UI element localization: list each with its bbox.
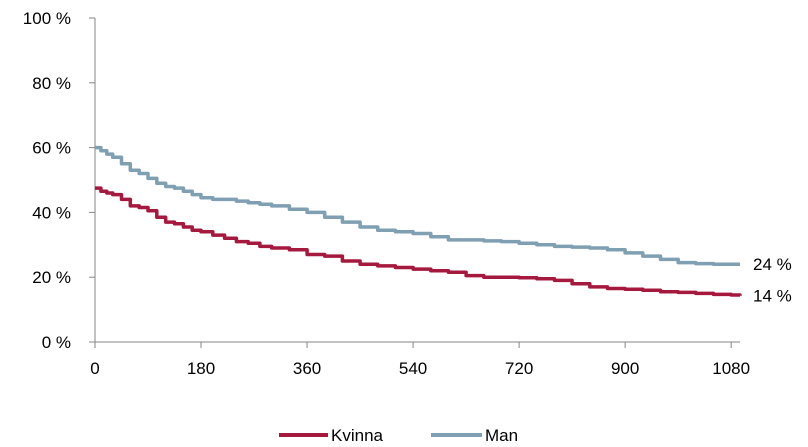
x-tick-label: 540: [399, 359, 427, 378]
x-tick-label: 360: [293, 359, 321, 378]
x-tick-label: 180: [187, 359, 215, 378]
legend-label-man: Man: [485, 426, 518, 445]
y-tick-label: 20 %: [32, 268, 71, 287]
y-tick-label: 100 %: [23, 9, 71, 28]
x-tick-label: 720: [505, 359, 533, 378]
y-tick-label: 60 %: [32, 139, 71, 158]
series-line-kvinna: [95, 186, 742, 297]
end-label-kvinna: 14 %: [753, 287, 792, 306]
series-line-man: [95, 145, 740, 266]
x-tick-label: 1080: [712, 359, 750, 378]
x-tick-label: 0: [90, 359, 99, 378]
legend-label-kvinna: Kvinna: [331, 426, 384, 445]
end-label-man: 24 %: [753, 255, 792, 274]
y-tick-label: 0 %: [42, 333, 71, 352]
legend: Kvinna Man: [279, 426, 518, 445]
series-layer: [95, 145, 742, 297]
x-axis: 0 180 360 540 720 900 1080: [90, 341, 750, 378]
y-axis: 0 % 20 % 40 % 60 % 80 % 100 %: [23, 9, 96, 352]
end-labels: 14 % 24 %: [753, 255, 792, 305]
y-tick-label: 80 %: [32, 74, 71, 93]
y-tick-label: 40 %: [32, 203, 71, 222]
x-tick-label: 900: [611, 359, 639, 378]
